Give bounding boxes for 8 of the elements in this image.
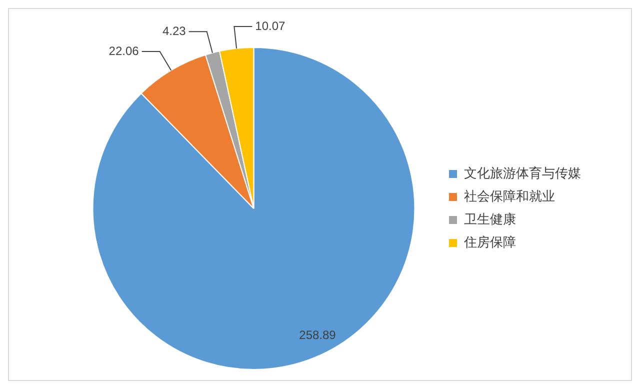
legend-label: 文化旅游体育与传媒 — [464, 165, 581, 182]
data-label: 4.23 — [162, 24, 186, 38]
data-label: 22.06 — [108, 44, 140, 58]
legend-label: 卫生健康 — [464, 212, 516, 228]
data-label: 10.07 — [255, 18, 286, 33]
legend-label: 住房保障 — [463, 234, 516, 250]
data-label: 258.89 — [299, 328, 336, 342]
legend-label: 社会保障和就业 — [464, 189, 555, 204]
